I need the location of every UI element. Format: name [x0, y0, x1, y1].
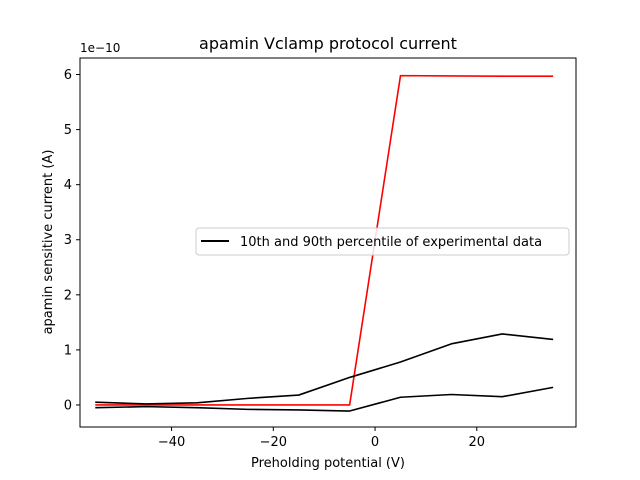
legend-label: 10th and 90th percentile of experimental… — [240, 235, 542, 250]
y-axis-ticks: 0 1 2 3 4 5 6 — [64, 68, 80, 413]
y-axis-offset-text: 1e−10 — [80, 41, 120, 55]
x-tick-label: 0 — [371, 435, 379, 450]
series-line-3 — [95, 386, 554, 412]
y-tick-label: 5 — [64, 123, 72, 138]
x-axis-ticks: −40 −20 0 20 — [158, 427, 485, 450]
x-tick-label: −40 — [158, 435, 185, 450]
x-tick-label: −20 — [260, 435, 287, 450]
series-line-2 — [95, 333, 554, 405]
plot-frame — [79, 57, 577, 428]
x-axis-label: Preholding potential (V) — [251, 456, 405, 471]
plot-lines — [95, 74, 554, 412]
y-axis-label: apamin sensitive current (A) — [41, 150, 56, 335]
y-tick-label: 1 — [64, 343, 72, 358]
series-line-1 — [95, 74, 554, 406]
y-tick-label: 0 — [64, 398, 72, 413]
y-tick-label: 2 — [64, 288, 72, 303]
legend-box — [195, 227, 570, 256]
y-tick-label: 3 — [64, 233, 72, 248]
y-tick-label: 6 — [64, 68, 72, 83]
x-tick-label: 20 — [469, 435, 486, 450]
legend: 10th and 90th percentile of experimental… — [195, 227, 570, 256]
chart-title: apamin Vclamp protocol current — [199, 34, 457, 53]
y-tick-label: 4 — [64, 178, 72, 193]
